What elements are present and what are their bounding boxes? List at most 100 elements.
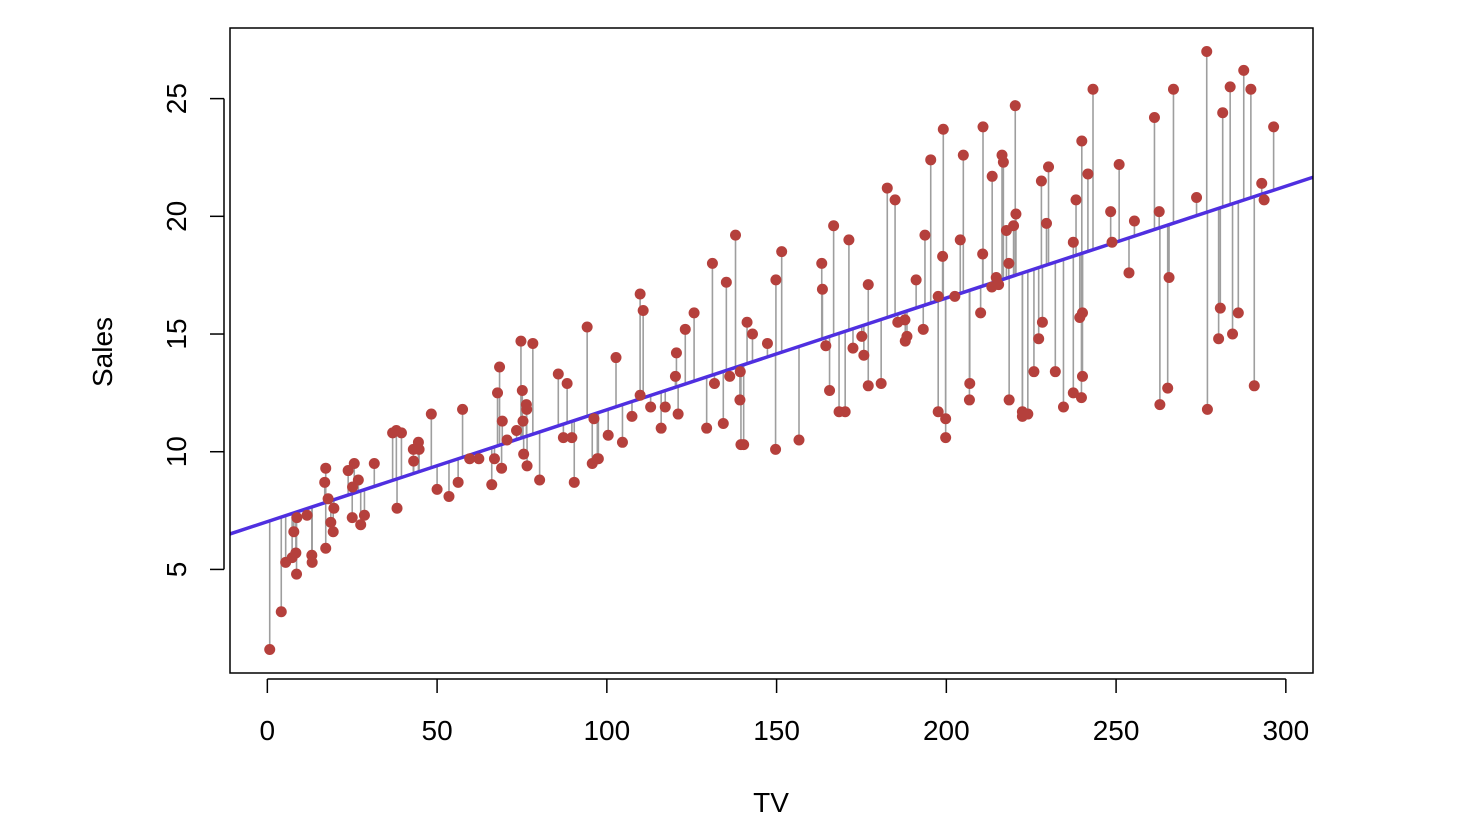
data-point — [793, 434, 805, 446]
data-point — [521, 460, 533, 472]
data-point — [1076, 307, 1088, 319]
data-point — [816, 257, 828, 269]
data-point — [1232, 307, 1244, 319]
data-point — [770, 274, 782, 286]
data-point — [776, 246, 788, 258]
data-point — [527, 337, 539, 349]
data-point — [659, 401, 671, 413]
data-point — [1076, 135, 1088, 147]
data-point — [1036, 316, 1048, 328]
data-point — [828, 220, 840, 232]
data-point — [1076, 370, 1088, 382]
data-point — [515, 335, 527, 347]
y-axis: 5 10 15 20 25 — [161, 83, 225, 577]
data-point — [708, 377, 720, 389]
data-point — [901, 330, 913, 342]
data-point — [581, 321, 593, 333]
data-point — [1033, 333, 1045, 345]
data-point — [816, 283, 828, 295]
y-tick-label: 25 — [161, 83, 192, 114]
data-point — [1238, 64, 1250, 76]
data-point — [610, 352, 622, 364]
data-point — [1201, 403, 1213, 415]
data-point — [706, 257, 718, 269]
x-tick-label: 100 — [583, 715, 630, 746]
data-point — [1123, 267, 1135, 279]
data-point — [1057, 401, 1069, 413]
data-point — [492, 387, 504, 399]
data-point — [443, 490, 455, 502]
x-tick-label: 200 — [923, 715, 970, 746]
data-point — [1003, 257, 1015, 269]
data-point — [452, 476, 464, 488]
data-point — [1191, 191, 1203, 203]
data-point — [738, 439, 750, 451]
data-point — [1022, 408, 1034, 420]
data-point — [993, 279, 1005, 291]
data-point — [322, 493, 334, 505]
data-point — [1167, 83, 1179, 95]
data-point — [858, 349, 870, 361]
regression-line-group — [229, 175, 1314, 536]
data-point — [275, 606, 287, 618]
data-point — [746, 328, 758, 340]
data-point — [899, 314, 911, 326]
data-point — [358, 509, 370, 521]
data-point — [741, 316, 753, 328]
data-point — [1010, 208, 1022, 220]
data-point — [1268, 121, 1280, 133]
data-point — [720, 276, 732, 288]
data-point — [464, 453, 476, 465]
data-point — [910, 274, 922, 286]
data-point — [1009, 100, 1021, 112]
data-point — [395, 427, 407, 439]
data-point — [963, 394, 975, 406]
data-point — [964, 377, 976, 389]
data-point — [937, 250, 949, 262]
x-axis-title: TV — [753, 787, 789, 818]
data-point — [1035, 175, 1047, 187]
data-point — [824, 385, 836, 397]
data-point — [327, 526, 339, 538]
data-point — [839, 406, 851, 418]
data-point — [843, 234, 855, 246]
data-point — [473, 453, 485, 465]
residual-lines — [268, 51, 1275, 650]
data-point — [670, 347, 682, 359]
data-point — [561, 377, 573, 389]
data-point — [701, 422, 713, 434]
data-point — [291, 512, 303, 524]
data-point — [425, 408, 437, 420]
data-point — [1049, 366, 1061, 378]
data-point — [862, 380, 874, 392]
data-point — [592, 453, 604, 465]
data-point — [391, 502, 403, 514]
data-point — [977, 121, 989, 133]
data-point — [346, 512, 358, 524]
data-point — [290, 547, 302, 559]
data-points — [264, 46, 1280, 655]
y-axis-title: Sales — [87, 317, 118, 387]
data-point — [496, 462, 508, 474]
data-point — [1128, 215, 1140, 227]
data-point — [534, 474, 546, 486]
data-point — [957, 149, 969, 161]
data-point — [291, 568, 303, 580]
data-point — [320, 462, 332, 474]
y-tick-label: 15 — [161, 318, 192, 349]
data-point — [679, 323, 691, 335]
data-point — [881, 182, 893, 194]
data-point — [770, 443, 782, 455]
data-point — [975, 307, 987, 319]
data-point — [1087, 83, 1099, 95]
data-point — [288, 526, 300, 538]
data-point — [1163, 272, 1175, 284]
data-point — [348, 457, 360, 469]
data-point — [518, 448, 530, 460]
data-point — [937, 123, 949, 135]
data-point — [355, 519, 367, 531]
data-point — [1070, 194, 1082, 206]
data-point — [494, 361, 506, 373]
data-point — [820, 340, 832, 352]
data-point — [734, 366, 746, 378]
